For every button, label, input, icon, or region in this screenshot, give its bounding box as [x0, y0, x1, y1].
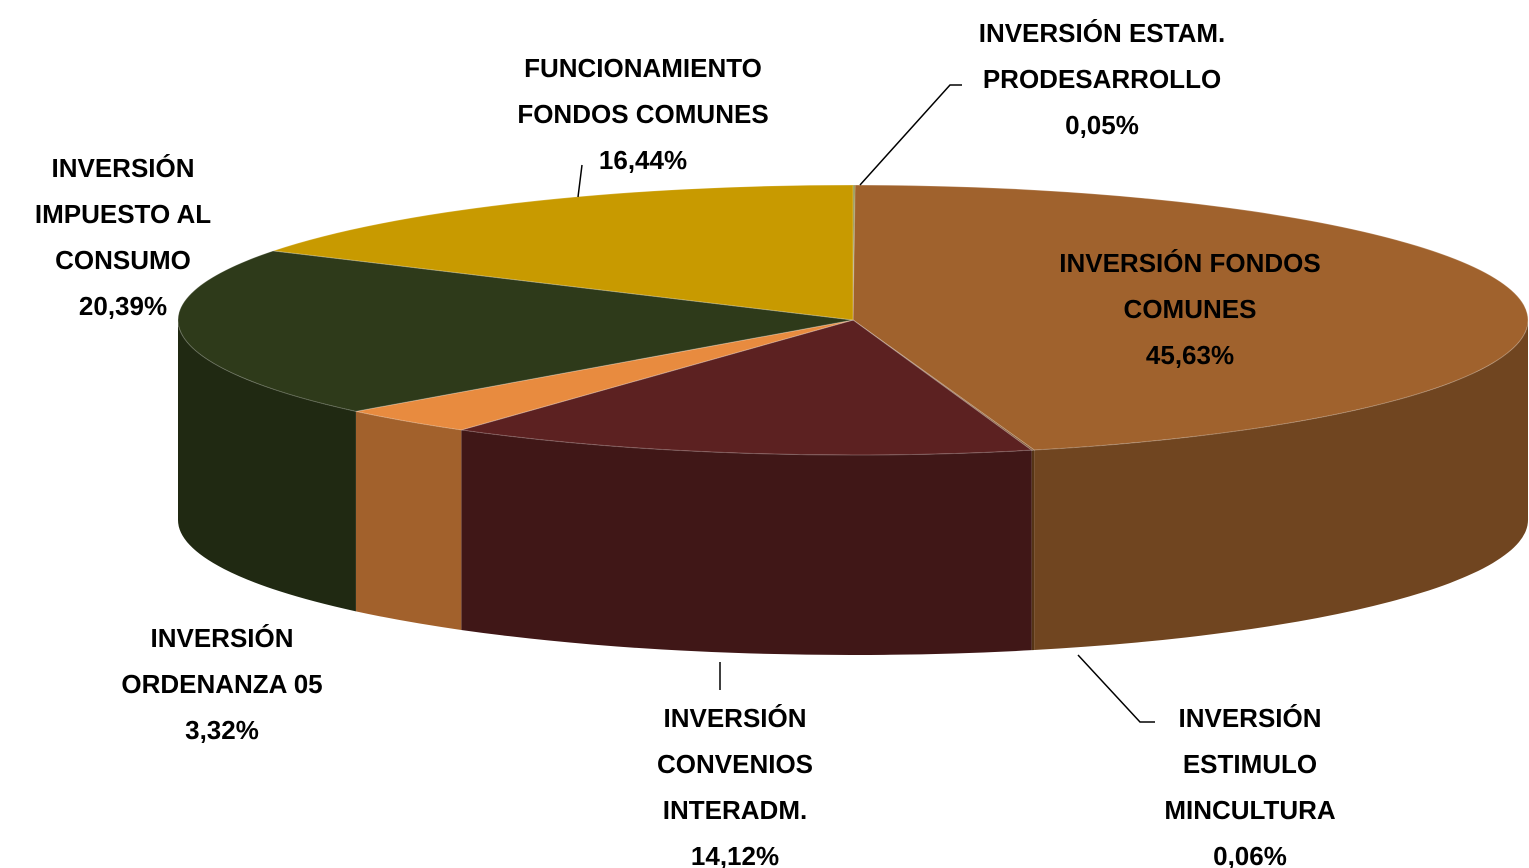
pie-slice	[355, 319, 854, 431]
data-label: FUNCIONAMIENTO FONDOS COMUNES 16,44%	[478, 45, 808, 183]
pie-slice	[461, 319, 1034, 456]
value-label: 16,44%	[598, 145, 688, 175]
value-label: 3,32%	[185, 715, 259, 745]
category-label: INVERSIÓN FONDOS COMUNES	[1059, 248, 1321, 324]
pie-slice	[852, 319, 1036, 451]
pie-slice-side	[461, 429, 1032, 655]
pie-slice	[852, 184, 1529, 451]
data-label: INVERSIÓN ESTAM. PRODESARROLLO 0,05%	[942, 10, 1262, 148]
data-label: INVERSIÓN ESTIMULO MINCULTURA 0,06%	[1140, 695, 1360, 868]
value-label: 0,06%	[1213, 841, 1287, 868]
pie-slice-side	[355, 411, 462, 630]
leader-line	[577, 164, 583, 198]
pie-slice-side	[1034, 320, 1528, 651]
pie-slice-side	[1031, 450, 1035, 651]
category-label: INVERSIÓN ORDENANZA 05	[121, 623, 323, 699]
leader-line	[859, 84, 962, 186]
pie-slice-side	[178, 320, 356, 612]
pie-slice	[852, 184, 856, 321]
pie-slice	[177, 250, 854, 412]
data-label: INVERSIÓN IMPUESTO AL CONSUMO 20,39%	[8, 145, 238, 329]
data-label: INVERSIÓN ORDENANZA 05 3,32%	[92, 615, 352, 753]
value-label: 20,39%	[78, 291, 168, 321]
pie-slice	[273, 184, 854, 321]
category-label: INVERSIÓN ESTIMULO MINCULTURA	[1164, 703, 1336, 825]
data-label: INVERSIÓN CONVENIOS INTERADM. 14,12%	[625, 695, 845, 868]
data-label: INVERSIÓN FONDOS COMUNES 45,63%	[1010, 240, 1370, 378]
category-label: FUNCIONAMIENTO FONDOS COMUNES	[517, 53, 769, 129]
category-label: INVERSIÓN IMPUESTO AL CONSUMO	[34, 153, 212, 275]
category-label: INVERSIÓN ESTAM. PRODESARROLLO	[978, 18, 1226, 94]
value-label: 45,63%	[1145, 340, 1235, 370]
value-label: 14,12%	[690, 841, 780, 868]
category-label: INVERSIÓN CONVENIOS INTERADM.	[656, 703, 814, 825]
leader-line	[1077, 654, 1155, 723]
value-label: 0,05%	[1065, 110, 1139, 140]
